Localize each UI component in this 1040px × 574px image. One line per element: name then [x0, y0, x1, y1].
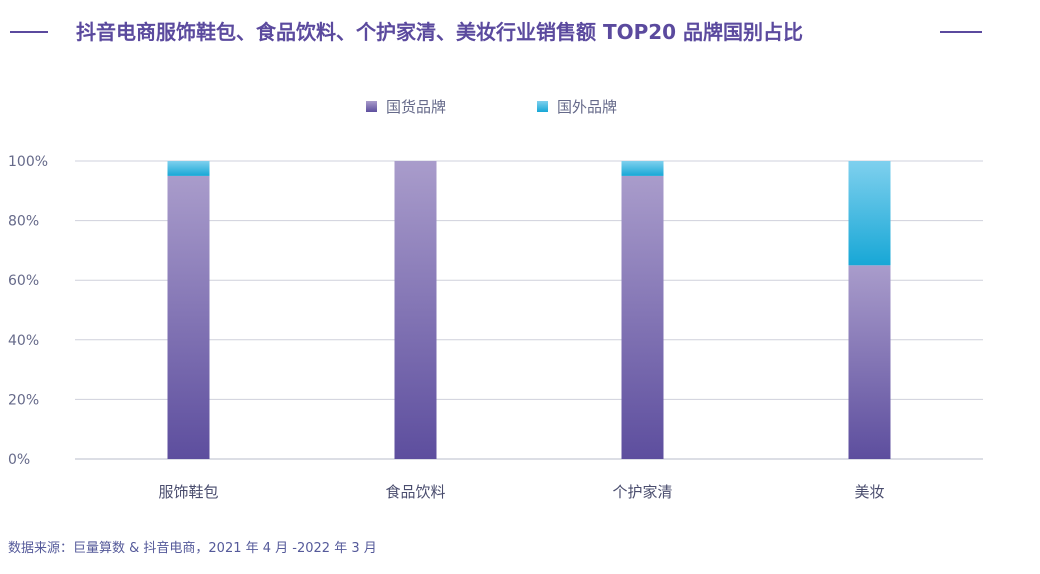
title-row: 抖音电商服饰鞋包、食品饮料、个护家清、美妆行业销售额 TOP20 品牌国别占比	[0, 14, 1040, 50]
bar-segment-domestic	[848, 265, 891, 459]
y-axis-tick-labels: 0% 20% 40% 60% 80% 100%	[8, 154, 48, 468]
title-decor-line-right	[940, 31, 982, 33]
x-tick-label: 服饰鞋包	[158, 483, 218, 501]
bars-layer	[167, 161, 891, 459]
y-tick-label: 100%	[8, 154, 48, 170]
y-tick-label: 20%	[8, 392, 39, 408]
chart-title: 抖音电商服饰鞋包、食品饮料、个护家清、美妆行业销售额 TOP20 品牌国别占比	[76, 20, 804, 44]
legend-swatch	[537, 101, 548, 112]
y-tick-label: 80%	[8, 214, 39, 230]
bar-segment-domestic	[621, 175, 664, 459]
bar-segment-domestic	[167, 175, 210, 459]
bar-segment-foreign	[848, 161, 891, 266]
x-tick-label: 个护家清	[612, 483, 672, 501]
y-tick-label: 60%	[8, 273, 39, 289]
x-axis-tick-labels: 服饰鞋包 食品饮料 个护家清 美妆	[158, 483, 884, 501]
title-decor-line-left	[10, 31, 48, 33]
legend-label: 国货品牌	[386, 98, 446, 116]
grid-layer	[75, 160, 983, 460]
x-tick-label: 美妆	[854, 483, 884, 501]
source-note: 数据来源：巨量算数 & 抖音电商，2021 年 4 月 -2022 年 3 月	[8, 541, 377, 556]
bar-segment-foreign	[621, 161, 664, 176]
x-tick-label: 食品饮料	[385, 483, 445, 501]
legend: 国货品牌 国外品牌	[366, 98, 617, 116]
legend-label: 国外品牌	[557, 98, 617, 116]
legend-swatch	[366, 101, 377, 112]
y-tick-label: 40%	[8, 333, 39, 349]
bar-segment-domestic	[394, 161, 437, 459]
y-tick-label: 0%	[8, 452, 30, 468]
bar-segment-foreign	[167, 161, 210, 176]
